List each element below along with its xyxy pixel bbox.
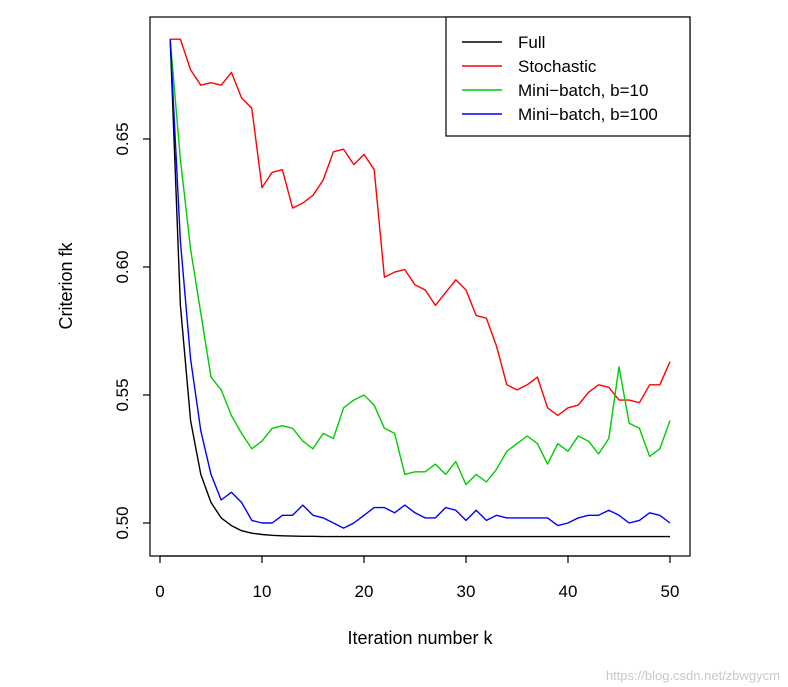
x-tick-label: 20: [355, 582, 374, 601]
x-tick-label: 40: [559, 582, 578, 601]
legend: Full Stochastic Mini−batch, b=10 Mini−batch…: [445, 16, 691, 137]
x-tick-label: 0: [155, 582, 164, 601]
y-tick-label: 0.50: [113, 506, 132, 539]
x-tick-label: 30: [457, 582, 476, 601]
series-line-full: [169, 39, 670, 538]
legend-label: Mini−batch, b=10: [518, 81, 648, 100]
y-tick-label: 0.55: [113, 378, 132, 411]
axes-layer: 0 10 20 30 40 50 0.50 0.55 0.60 0.65: [113, 122, 679, 601]
legend-label: Mini−batch, b=100: [518, 105, 658, 124]
y-tick-label: 0.65: [113, 122, 132, 155]
y-axis-label: Criterion fk: [56, 241, 76, 329]
legend-box: [445, 16, 691, 137]
legend-label: Full: [518, 33, 545, 52]
x-axis-label: Iteration number k: [347, 628, 493, 648]
series-line-mini-batch-b-10: [169, 39, 671, 486]
series-line-mini-batch-b-100: [169, 39, 671, 529]
watermark: https://blog.csdn.net/zbwgycm: [606, 668, 780, 683]
x-tick-label: 10: [253, 582, 272, 601]
x-tick-label: 50: [661, 582, 680, 601]
legend-label: Stochastic: [518, 57, 597, 76]
y-tick-label: 0.60: [113, 250, 132, 283]
series-layer: [169, 38, 671, 538]
series-line-stochastic: [170, 38, 671, 417]
